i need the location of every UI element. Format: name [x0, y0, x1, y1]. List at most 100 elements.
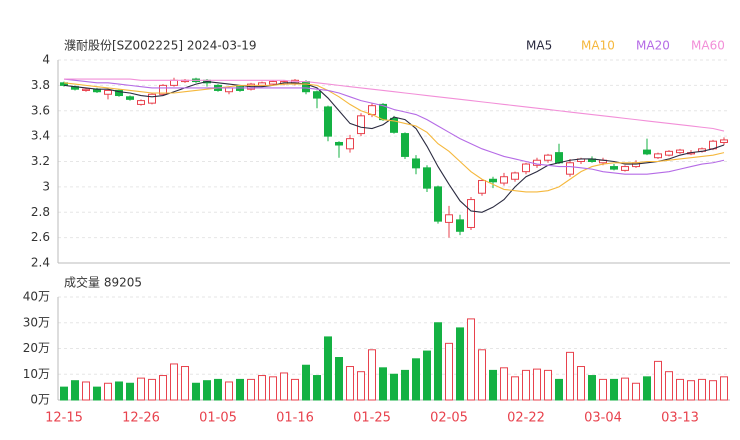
volume-bar: [390, 373, 398, 401]
volume-bar: [82, 381, 90, 401]
candle-body: [489, 178, 497, 183]
volume-bar: [93, 386, 101, 401]
volume-bar: [698, 378, 706, 401]
candle-body: [236, 86, 244, 91]
volume-bar: [280, 372, 288, 401]
candle-body: [478, 180, 486, 194]
volume-bar: [544, 369, 552, 401]
volume-bar: [159, 375, 167, 401]
y-tick-label: 0万: [30, 393, 50, 407]
candle-body: [665, 150, 673, 156]
volume-bar: [434, 322, 442, 401]
legend-label: MA5: [526, 39, 552, 53]
volume-bar: [522, 369, 530, 401]
volume-bar: [126, 382, 134, 401]
candle-body: [104, 89, 112, 95]
x-tick-label: 12-15: [45, 411, 83, 426]
volume-bar: [302, 364, 310, 401]
volume-bar: [324, 336, 332, 401]
volume-bar: [445, 342, 453, 401]
volume-bar: [214, 378, 222, 401]
candle-body: [346, 138, 354, 150]
volume-bar: [478, 349, 486, 401]
candle-body: [511, 172, 519, 180]
volume-bar: [676, 378, 684, 401]
candle-body: [225, 87, 233, 93]
volume-bar: [599, 378, 607, 401]
candle-body: [654, 153, 662, 159]
x-tick-label: 01-05: [199, 411, 237, 426]
volume-bar: [610, 378, 618, 401]
x-tick-label: 01-25: [353, 411, 391, 426]
candle-body: [390, 117, 398, 133]
y-tick-label: 2.6: [31, 230, 50, 244]
candle-body: [676, 149, 684, 154]
candle-body: [610, 166, 618, 170]
candle-body: [324, 106, 332, 137]
volume-bar: [632, 382, 640, 401]
x-tick-label: 03-13: [661, 411, 699, 426]
y-tick-label: 30万: [23, 315, 50, 329]
volume-bar: [258, 375, 266, 401]
y-tick-label: 4: [42, 53, 50, 67]
legend-label: MA60: [691, 39, 725, 53]
candle-body: [335, 141, 343, 146]
candle-body: [643, 149, 651, 155]
volume-bar: [60, 386, 68, 401]
volume-bar: [654, 360, 662, 401]
x-tick-label: 02-22: [507, 411, 545, 426]
volume-bar: [368, 349, 376, 401]
volume-bar: [621, 377, 629, 401]
y-tick-label: 3.6: [31, 103, 50, 117]
y-tick-label: 3.4: [31, 129, 50, 143]
volume-bar: [500, 367, 508, 401]
y-tick-label: 2.4: [31, 256, 50, 270]
volume-bar: [379, 367, 387, 401]
candle-body: [82, 88, 90, 91]
y-tick-label: 10万: [23, 367, 50, 381]
y-tick-label: 3: [42, 179, 50, 193]
volume-bar: [170, 363, 178, 401]
candle-body: [500, 176, 508, 184]
volume-bar: [566, 351, 574, 401]
volume-bar: [533, 368, 541, 401]
y-tick-label: 2.8: [31, 205, 50, 219]
candle-body: [621, 166, 629, 171]
x-tick-label: 01-16: [276, 411, 314, 426]
volume-bar: [269, 376, 277, 401]
volume-bar: [412, 358, 420, 401]
candle-body: [720, 139, 728, 143]
candle-body: [467, 199, 475, 228]
ma-line: [64, 78, 725, 132]
volume-bar: [181, 366, 189, 401]
chart-title: 濮耐股份[SZ002225] 2024-03-19: [64, 38, 257, 53]
candle-body: [412, 158, 420, 169]
volume-bar: [104, 382, 112, 401]
volume-bar: [577, 366, 585, 401]
volume-bar: [467, 318, 475, 401]
candle-body: [566, 162, 574, 175]
x-tick-label: 02-05: [430, 411, 468, 426]
volume-bar: [665, 371, 673, 401]
candle-body: [357, 115, 365, 135]
legend-label: MA10: [581, 39, 615, 53]
candle-body: [445, 214, 453, 223]
legend-label: MA20: [636, 39, 670, 53]
volume-bar: [236, 378, 244, 401]
candle-body: [423, 167, 431, 189]
volume-bar: [192, 382, 200, 401]
volume-bar: [313, 375, 321, 401]
volume-bar: [588, 375, 596, 401]
volume-bar: [687, 380, 695, 401]
candle-body: [313, 91, 321, 99]
y-tick-label: 40万: [23, 290, 50, 304]
candle-body: [159, 84, 167, 95]
volume-bar: [555, 378, 563, 401]
volume-bar: [709, 380, 717, 401]
candle-body: [434, 186, 442, 222]
y-tick-label: 20万: [23, 341, 50, 355]
candle-body: [115, 89, 123, 97]
candle-body: [522, 163, 530, 173]
volume-bar: [335, 357, 343, 401]
volume-bar: [720, 376, 728, 401]
